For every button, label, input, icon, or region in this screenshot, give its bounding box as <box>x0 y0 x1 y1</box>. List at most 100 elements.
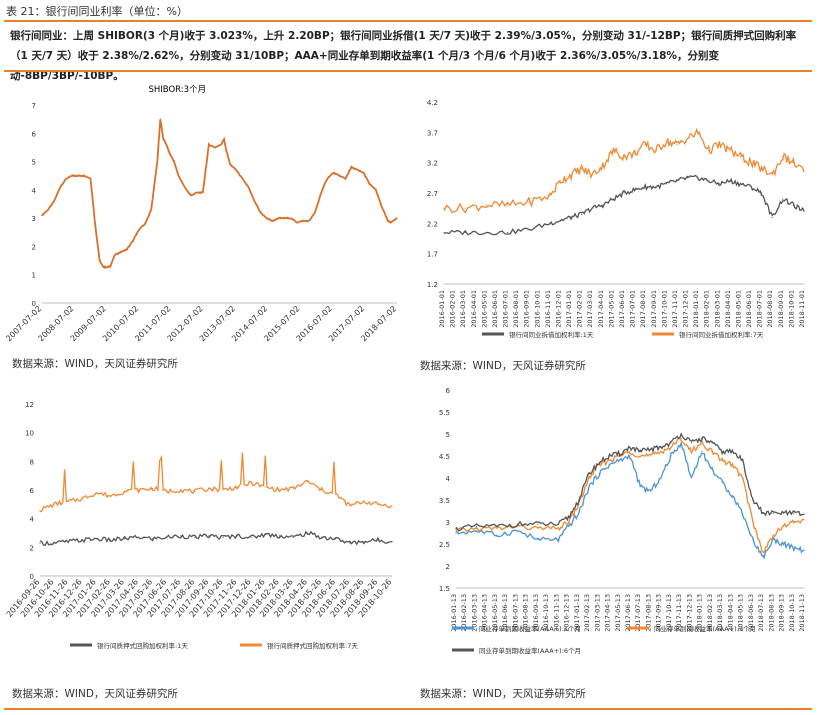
x-tick-label: 2016-02-13 <box>460 594 468 632</box>
summary-text: 银行间同业：上周 SHIBOR(3 个月)收于 3.023%，上升 2.20BP… <box>10 30 797 82</box>
data-point <box>537 539 539 541</box>
data-point <box>150 209 152 211</box>
data-point <box>782 198 784 200</box>
data-point <box>67 500 69 503</box>
data-point <box>332 172 334 174</box>
data-point <box>137 489 140 491</box>
x-tick-label: 2016-01-13 <box>450 594 458 632</box>
data-point <box>381 206 383 208</box>
x-tick-label: 2017-09-13 <box>655 594 663 632</box>
x-tick-label: 2017-11-13 <box>675 594 683 632</box>
x-tick-label: 2017-02-01 <box>576 290 584 328</box>
data-point <box>109 265 111 267</box>
data-point <box>235 169 237 171</box>
data-point <box>697 177 699 179</box>
data-point <box>102 265 104 267</box>
data-point <box>308 220 310 222</box>
data-point <box>649 455 652 457</box>
data-point <box>665 140 667 143</box>
data-point <box>655 186 657 188</box>
data-point <box>528 201 530 203</box>
data-point <box>752 521 754 523</box>
data-point <box>557 523 559 525</box>
x-tick-label: 2018-01-13 <box>696 594 704 632</box>
data-point <box>608 464 611 466</box>
data-point <box>655 149 657 152</box>
data-point <box>306 532 309 534</box>
data-point <box>208 535 210 537</box>
data-point <box>639 486 641 488</box>
legend-label: 同业存单到期收益率(AAA+):6个月 <box>479 646 581 655</box>
data-point <box>464 207 466 209</box>
x-tick-label: 2018-11-01 <box>798 290 806 328</box>
data-point <box>81 498 83 500</box>
data-point <box>665 183 667 185</box>
data-point <box>253 200 255 202</box>
data-point <box>578 499 580 501</box>
source-bottom-right: 数据来源：WIND，天风证券研究所 <box>420 688 586 700</box>
data-point <box>496 525 498 527</box>
y-tick-label: 12 <box>25 401 34 409</box>
data-point <box>701 437 703 439</box>
y-tick-label: 0 <box>32 300 36 308</box>
data-point <box>391 505 393 507</box>
data-point <box>581 213 583 215</box>
data-point <box>739 183 742 185</box>
x-tick-label: 2016-09-01 <box>523 290 531 328</box>
data-point <box>782 156 784 158</box>
data-point <box>731 464 733 466</box>
data-point <box>803 519 805 521</box>
data-point <box>660 477 662 479</box>
data-point <box>222 536 224 538</box>
legend-label: 银行间质押式回购加权利率:7天 <box>267 641 358 650</box>
x-tick-label: 2018-11-13 <box>798 594 806 632</box>
data-point <box>166 490 168 493</box>
data-point <box>391 541 393 543</box>
data-point <box>47 209 49 211</box>
data-point <box>475 525 478 527</box>
data-point <box>224 146 227 149</box>
x-tick-label: 2018-03-01 <box>713 290 721 328</box>
data-point <box>793 512 795 514</box>
data-point <box>629 451 631 453</box>
data-point <box>229 163 231 165</box>
data-point <box>363 172 365 174</box>
x-tick-label: 2016-12-01 <box>554 290 562 328</box>
data-point <box>649 490 652 492</box>
y-tick-label: 6 <box>446 387 451 395</box>
data-point <box>94 223 96 225</box>
x-tick-label: 2016-10-01 <box>533 290 541 328</box>
x-tick-label: 2016-11-01 <box>544 290 552 328</box>
data-point <box>455 528 457 530</box>
data-point <box>602 204 604 206</box>
chart-title: SHIBOR:3个月 <box>149 85 207 95</box>
data-point <box>686 137 689 139</box>
data-point <box>660 451 662 453</box>
data-point <box>680 433 682 435</box>
y-tick-label: 2 <box>30 544 34 552</box>
data-point <box>202 192 204 194</box>
x-tick-label: 2018-08-01 <box>766 290 774 328</box>
data-point <box>53 200 55 202</box>
data-point <box>591 174 593 176</box>
data-point <box>619 453 621 455</box>
data-point <box>159 118 161 120</box>
data-point <box>570 216 572 218</box>
data-point <box>71 175 73 177</box>
x-tick-label: 2018-08-13 <box>767 594 775 632</box>
data-point <box>612 198 615 200</box>
data-point <box>95 492 97 494</box>
y-tick-label: 2.5 <box>439 541 450 549</box>
data-point <box>782 512 785 514</box>
data-point <box>782 525 785 527</box>
data-point <box>741 512 744 514</box>
x-tick-label: 2016-04-13 <box>481 594 489 632</box>
data-point <box>729 180 731 182</box>
x-tick-label: 2017-06-01 <box>618 290 626 328</box>
data-point <box>506 231 509 234</box>
data-point <box>137 536 140 538</box>
data-point <box>772 534 774 536</box>
y-tick-label: 1.2 <box>427 281 438 289</box>
data-point <box>214 146 216 149</box>
data-point <box>761 192 763 194</box>
